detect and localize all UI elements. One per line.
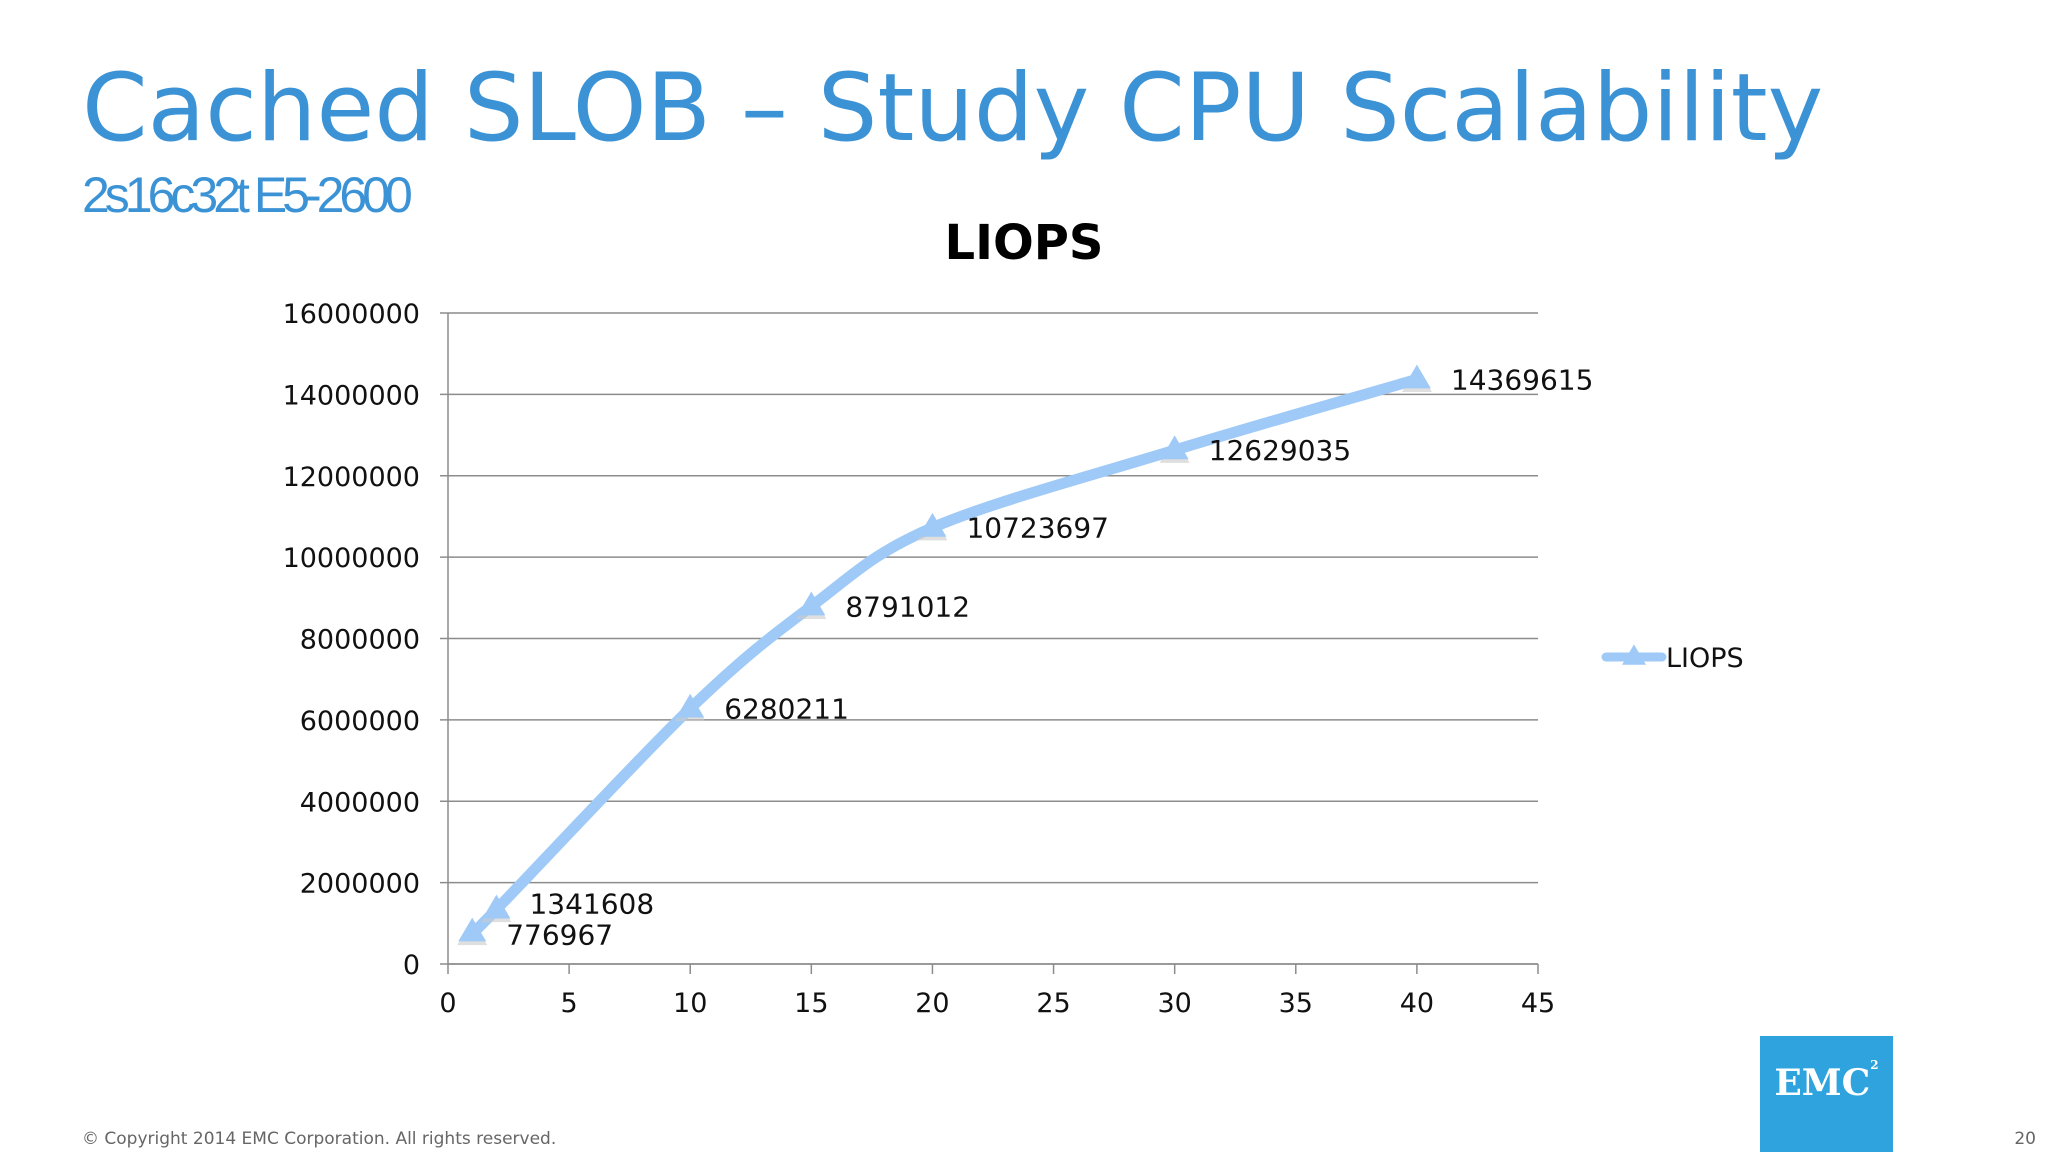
data-point-marker (458, 917, 487, 942)
data-point-marker (918, 512, 947, 537)
data-label: 6280211 (724, 692, 849, 725)
chart-title: LIOPS (945, 215, 1104, 271)
copyright-notice: © Copyright 2014 EMC Corporation. All ri… (82, 1129, 557, 1149)
data-label: 1341608 (529, 887, 654, 920)
x-tick-label: 5 (561, 988, 578, 1019)
data-label: 8791012 (845, 590, 970, 623)
x-tick-label: 45 (1521, 988, 1555, 1019)
data-label: 12629035 (1209, 434, 1352, 467)
y-tick-label: 0 (403, 950, 420, 981)
y-tick-label: 2000000 (300, 869, 420, 900)
page-number: 20 (2014, 1129, 2036, 1149)
slide-subtitle: 2s16c32t E5-2600 (82, 167, 413, 223)
logo-text: EMC (1774, 1062, 1871, 1104)
data-label: 14369615 (1451, 363, 1594, 396)
x-tick-label: 40 (1400, 988, 1434, 1019)
x-tick-label: 30 (1157, 988, 1191, 1019)
emc-logo: EMC2 (1760, 1036, 1893, 1152)
x-tick-label: 10 (673, 988, 707, 1019)
data-point-marker (797, 591, 826, 616)
y-tick-label: 6000000 (300, 706, 420, 737)
data-label: 10723697 (966, 512, 1109, 545)
x-tick-label: 35 (1279, 988, 1313, 1019)
data-point-marker (676, 693, 705, 718)
y-tick-label: 8000000 (300, 625, 420, 656)
x-tick-label: 15 (794, 988, 828, 1019)
x-tick-label: 0 (439, 988, 456, 1019)
data-label: 776967 (506, 918, 613, 951)
y-tick-label: 4000000 (300, 787, 420, 818)
y-tick-label: 12000000 (283, 462, 420, 493)
x-tick-label: 20 (915, 988, 949, 1019)
y-tick-label: 14000000 (283, 380, 420, 411)
legend-label: LIOPS (1666, 643, 1744, 674)
legend-marker (1622, 644, 1646, 665)
logo-superscript: 2 (1870, 1058, 1879, 1072)
x-tick-label: 25 (1036, 988, 1070, 1019)
data-point-marker (482, 894, 511, 919)
series-line-liops (466, 373, 1423, 939)
data-point-marker (1402, 364, 1431, 389)
data-point-marker (1160, 435, 1189, 460)
y-tick-label: 10000000 (283, 543, 420, 574)
y-tick-label: 16000000 (283, 299, 420, 330)
slide-title: Cached SLOB – Study CPU Scalability (82, 54, 1824, 163)
